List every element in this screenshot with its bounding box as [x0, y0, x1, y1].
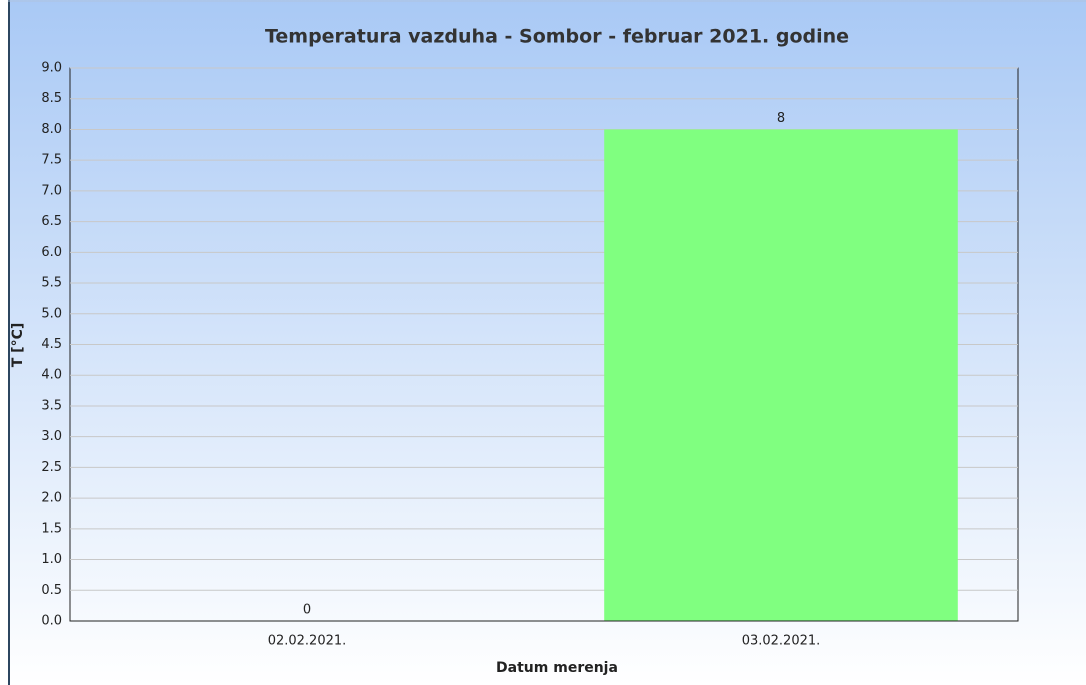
y-tick-label: 9.0 — [41, 61, 62, 76]
y-axis-title: T [°C] — [10, 323, 26, 368]
data-label: 0 — [303, 603, 311, 618]
y-tick-label: 6.5 — [41, 214, 62, 229]
y-tick-label: 2.0 — [41, 491, 62, 506]
y-tick-label: 4.0 — [41, 368, 62, 383]
y-tick-label: 5.0 — [41, 306, 62, 321]
data-label: 8 — [777, 111, 785, 126]
y-tick-label: 4.5 — [41, 337, 62, 352]
y-tick-label: 7.0 — [41, 183, 62, 198]
y-tick-label: 8.0 — [41, 122, 62, 137]
x-tick-label: 02.02.2021. — [268, 634, 347, 649]
y-tick-label: 7.5 — [41, 153, 62, 168]
chart-title: Temperatura vazduha - Sombor - februar 2… — [265, 26, 849, 48]
y-tick-label: 0.5 — [41, 583, 62, 598]
y-tick-label: 5.5 — [41, 276, 62, 291]
y-tick-label: 6.0 — [41, 245, 62, 260]
x-axis-title: Datum merenja — [496, 660, 618, 676]
y-tick-label: 1.5 — [41, 521, 62, 536]
bar — [604, 129, 958, 621]
y-tick-label: 0.0 — [41, 614, 62, 629]
y-tick-label: 8.5 — [41, 91, 62, 106]
y-tick-label: 2.5 — [41, 460, 62, 475]
y-tick-label: 3.5 — [41, 398, 62, 413]
y-tick-label: 1.0 — [41, 552, 62, 567]
x-tick-label: 03.02.2021. — [742, 634, 821, 649]
y-tick-label: 3.0 — [41, 429, 62, 444]
